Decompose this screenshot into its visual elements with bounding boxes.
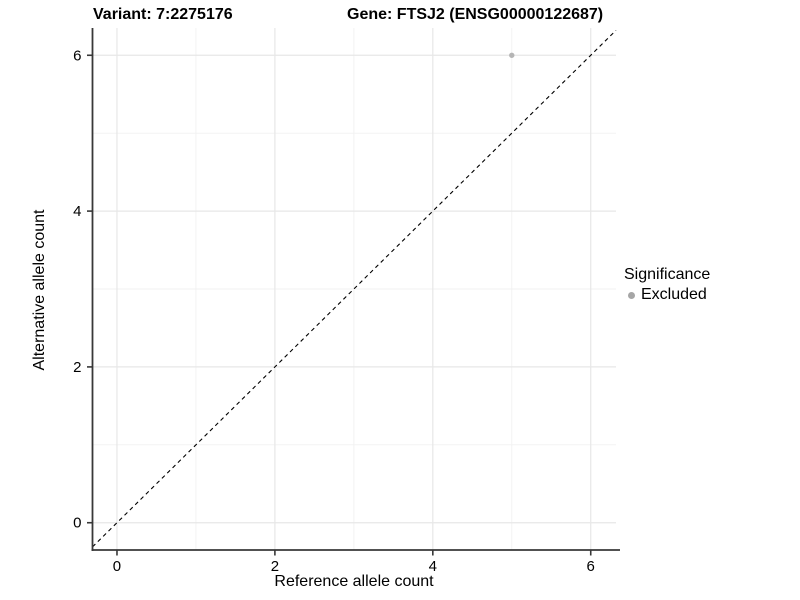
legend-title: Significance <box>624 266 711 283</box>
y-axis-title: Alternative allele count <box>31 209 48 371</box>
y-tick-label: 6 <box>73 47 81 64</box>
x-tick-label: 0 <box>113 558 121 575</box>
identity-line <box>92 29 617 548</box>
y-tick-label: 2 <box>73 359 81 376</box>
legend-item: Excluded <box>624 286 710 304</box>
axis-lines <box>91 28 620 551</box>
data-points <box>509 52 515 58</box>
x-tick-label: 6 <box>587 558 595 575</box>
y-tick-label: 0 <box>73 515 81 532</box>
identity-dashed-line <box>92 29 617 548</box>
x-tick-label: 4 <box>429 558 437 575</box>
plot-title-variant: Variant: 7:2275176 <box>93 6 233 23</box>
y-tick-label: 4 <box>73 203 81 220</box>
data-point <box>509 52 515 58</box>
legend: Significance Excluded <box>624 266 710 304</box>
legend-key-dot <box>628 291 635 299</box>
major-gridlines <box>92 28 616 550</box>
axis-ticks <box>87 54 592 556</box>
axis-tick-labels: 0 2 4 6 0 2 4 6 <box>73 47 595 575</box>
minor-gridlines <box>92 28 616 550</box>
x-tick-label: 2 <box>271 558 279 575</box>
legend-items: Excluded <box>624 286 710 304</box>
legend-item-label: Excluded <box>641 286 707 303</box>
plot-title-gene: Gene: FTSJ2 (ENSG00000122687) <box>347 6 604 23</box>
x-axis-title: Reference allele count <box>274 573 434 590</box>
